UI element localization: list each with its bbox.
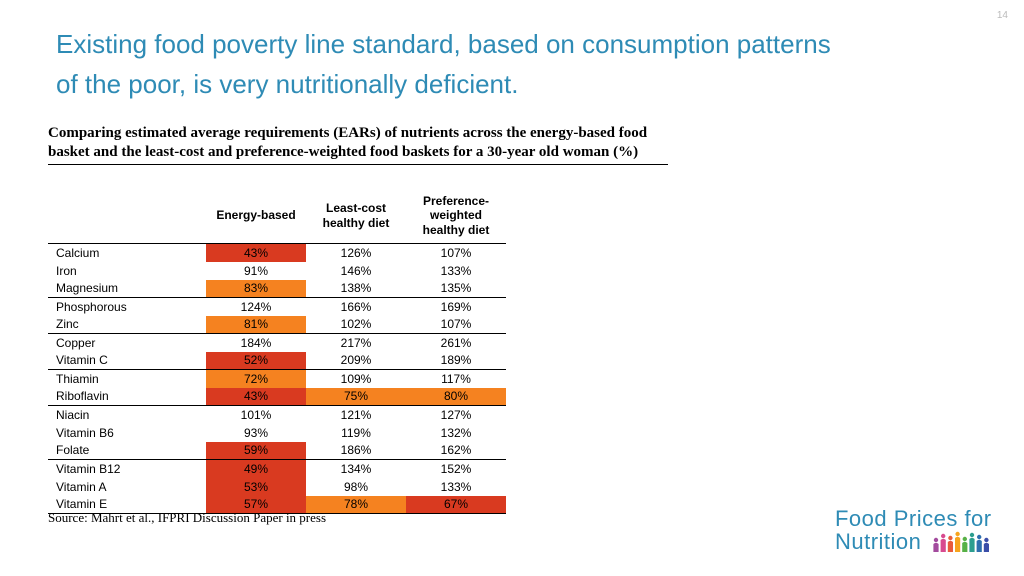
logo-line-1: Food Prices for [835, 508, 996, 530]
cell-value: 217% [306, 334, 406, 352]
table-row: Calcium43%126%107% [48, 244, 506, 262]
cell-value: 43% [206, 244, 306, 262]
row-label: Vitamin A [48, 478, 206, 496]
table-row: Iron91%146%133% [48, 262, 506, 280]
table-row: Vitamin B1249%134%152% [48, 460, 506, 478]
row-label: Niacin [48, 406, 206, 424]
row-label: Thiamin [48, 370, 206, 388]
table-row: Niacin101%121%127% [48, 406, 506, 424]
cell-value: 121% [306, 406, 406, 424]
col-header-energy: Energy-based [206, 190, 306, 244]
table-row: Riboflavin43%75%80% [48, 388, 506, 406]
cell-value: 80% [406, 388, 506, 406]
cell-value: 91% [206, 262, 306, 280]
cell-value: 162% [406, 442, 506, 460]
cell-value: 146% [306, 262, 406, 280]
table-row: Copper184%217%261% [48, 334, 506, 352]
row-label: Iron [48, 262, 206, 280]
table-row: Zinc81%102%107% [48, 316, 506, 334]
slide-title: Existing food poverty line standard, bas… [56, 24, 836, 105]
cell-value: 138% [306, 280, 406, 298]
row-label: Folate [48, 442, 206, 460]
logo-line-2-wrap: Nutrition [835, 530, 996, 556]
cell-value: 126% [306, 244, 406, 262]
table-row: Thiamin72%109%117% [48, 370, 506, 388]
row-label: Vitamin B12 [48, 460, 206, 478]
cell-value: 67% [406, 496, 506, 514]
cell-value: 52% [206, 352, 306, 370]
cell-value: 127% [406, 406, 506, 424]
row-label: Magnesium [48, 280, 206, 298]
cell-value: 124% [206, 298, 306, 316]
row-label: Calcium [48, 244, 206, 262]
col-header-leastcost: Least-cost healthy diet [306, 190, 406, 244]
cell-value: 133% [406, 262, 506, 280]
cell-value: 49% [206, 460, 306, 478]
cell-value: 75% [306, 388, 406, 406]
brand-logo: Food Prices for Nutrition [835, 508, 996, 556]
cell-value: 107% [406, 244, 506, 262]
cell-value: 117% [406, 370, 506, 388]
cell-value: 261% [406, 334, 506, 352]
col-header-nutrient [48, 190, 206, 244]
cell-value: 166% [306, 298, 406, 316]
row-label: Copper [48, 334, 206, 352]
cell-value: 101% [206, 406, 306, 424]
table-row: Magnesium83%138%135% [48, 280, 506, 298]
cell-value: 133% [406, 478, 506, 496]
row-label: Vitamin C [48, 352, 206, 370]
row-label: Phosphorous [48, 298, 206, 316]
nutrient-table: Energy-based Least-cost healthy diet Pre… [48, 190, 506, 514]
col-header-preference: Preference-weighted healthy diet [406, 190, 506, 244]
table-row: Vitamin C52%209%189% [48, 352, 506, 370]
cell-value: 169% [406, 298, 506, 316]
cell-value: 72% [206, 370, 306, 388]
people-icon [932, 530, 996, 556]
table-caption: Comparing estimated average requirements… [48, 124, 668, 165]
logo-line-2: Nutrition [835, 529, 921, 554]
cell-value: 98% [306, 478, 406, 496]
cell-value: 93% [206, 424, 306, 442]
table-header-row: Energy-based Least-cost healthy diet Pre… [48, 190, 506, 244]
table-row: Phosphorous124%166%169% [48, 298, 506, 316]
cell-value: 135% [406, 280, 506, 298]
table-body: Calcium43%126%107%Iron91%146%133%Magnesi… [48, 244, 506, 514]
cell-value: 134% [306, 460, 406, 478]
row-label: Zinc [48, 316, 206, 334]
page-number: 14 [997, 10, 1008, 21]
table-row: Vitamin A53%98%133% [48, 478, 506, 496]
cell-value: 107% [406, 316, 506, 334]
row-label: Riboflavin [48, 388, 206, 406]
cell-value: 81% [206, 316, 306, 334]
cell-value: 43% [206, 388, 306, 406]
cell-value: 53% [206, 478, 306, 496]
cell-value: 83% [206, 280, 306, 298]
cell-value: 119% [306, 424, 406, 442]
cell-value: 152% [406, 460, 506, 478]
cell-value: 209% [306, 352, 406, 370]
table-row: Folate59%186%162% [48, 442, 506, 460]
source-text: Source: Mahrt et al., IFPRI Discussion P… [48, 510, 326, 526]
cell-value: 102% [306, 316, 406, 334]
cell-value: 59% [206, 442, 306, 460]
table-row: Vitamin B693%119%132% [48, 424, 506, 442]
row-label: Vitamin B6 [48, 424, 206, 442]
cell-value: 109% [306, 370, 406, 388]
cell-value: 184% [206, 334, 306, 352]
cell-value: 189% [406, 352, 506, 370]
cell-value: 186% [306, 442, 406, 460]
cell-value: 132% [406, 424, 506, 442]
